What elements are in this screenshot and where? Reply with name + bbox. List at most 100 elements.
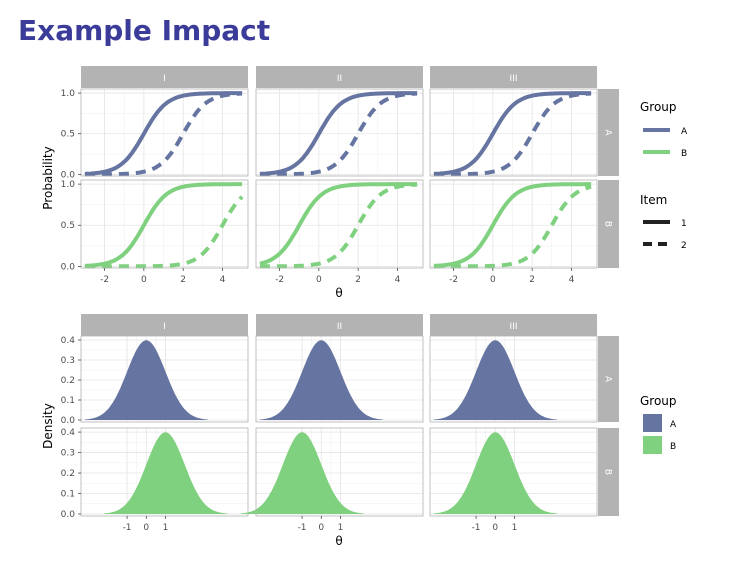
panel-border [429, 335, 598, 423]
x-tick-label: 1 [512, 523, 518, 533]
legend-title-item: Item [640, 193, 667, 207]
facet-label-row: B [603, 469, 613, 475]
facet-strip-col [430, 314, 597, 336]
legend-label-group: B [681, 149, 687, 159]
x-tick-label: 0 [492, 523, 498, 533]
icc-curve-A-III-item1 [433, 91, 592, 176]
x-tick-label: -1 [472, 523, 481, 533]
panel-border [80, 335, 249, 423]
x-tick-label: 2 [180, 275, 186, 285]
icc-curve-A-II-item1 [259, 91, 418, 176]
panel-background [256, 180, 423, 268]
panel-border [255, 427, 424, 517]
facet-label-col: II [337, 322, 342, 332]
panel-border [429, 427, 598, 517]
panel-border [429, 179, 598, 269]
x-tick-label: 0 [141, 275, 147, 285]
facet-strip-col [81, 314, 248, 336]
icc-curve-A-II-item2 [259, 91, 418, 177]
facet-label-col: III [510, 322, 518, 332]
icc-curve-B-I-item2 [84, 195, 244, 269]
y-tick-label: 0.1 [61, 396, 75, 406]
icc-curve-B-II-item2 [259, 182, 418, 269]
y-tick-label: 0.4 [61, 428, 76, 438]
x-tick-label: -2 [275, 275, 284, 285]
y-tick-label: 0.2 [61, 469, 75, 479]
legend-label-item: 2 [681, 241, 687, 251]
panel-border [255, 179, 424, 269]
panel-border [80, 427, 249, 517]
x-tick-label: -1 [298, 523, 307, 533]
x-tick-label: -2 [449, 275, 458, 285]
x-tick-label: 2 [355, 275, 361, 285]
y-axis-title: Density [41, 403, 55, 449]
x-tick-label: 0 [316, 275, 322, 285]
x-axis-title: θ [335, 534, 342, 548]
y-axis-title: Probability [41, 146, 55, 209]
density-area-A-I [84, 340, 208, 420]
panel-background [256, 89, 423, 176]
density-area-A-II [259, 340, 383, 420]
facet-strip-col [430, 66, 597, 88]
legend-title-group: Group [640, 100, 677, 114]
y-tick-label: 0.0 [61, 416, 76, 426]
x-tick-label: 2 [529, 275, 535, 285]
x-tick-label: 4 [395, 275, 401, 285]
panel-border [80, 88, 249, 177]
x-tick-label: 4 [220, 275, 226, 285]
y-tick-label: 0.5 [61, 130, 75, 140]
panel-border [429, 88, 598, 177]
density-area-A-III [433, 340, 557, 420]
icc-curve-A-III-item2 [433, 91, 592, 177]
facet-label-row: B [603, 221, 613, 227]
x-tick-label: 0 [143, 523, 149, 533]
facet-strip-row [598, 428, 619, 516]
density-area-B-II [240, 432, 364, 514]
legend-label-item: 1 [681, 219, 687, 229]
facet-label-col: I [163, 322, 166, 332]
y-tick-label: 0.3 [61, 356, 75, 366]
y-tick-label: 0.1 [61, 489, 75, 499]
x-tick-label: 0 [490, 275, 496, 285]
x-tick-label: 1 [163, 523, 169, 533]
x-tick-label: 4 [569, 275, 575, 285]
legend-label-group: A [681, 127, 688, 137]
x-tick-label: 1 [338, 523, 344, 533]
y-tick-label: 0.0 [61, 510, 76, 520]
x-tick-label: -1 [123, 523, 132, 533]
density-area-B-I [104, 432, 227, 514]
x-axis-title: θ [335, 286, 342, 300]
y-tick-label: 0.4 [61, 336, 76, 346]
y-tick-label: 0.2 [61, 376, 75, 386]
facet-label-col: III [510, 74, 518, 84]
y-tick-label: 1.0 [61, 89, 76, 99]
facet-label-row: A [603, 376, 613, 383]
y-tick-label: 0.3 [61, 449, 75, 459]
icc-curve-B-I-item1 [84, 182, 243, 268]
x-tick-label: 0 [318, 523, 324, 533]
facet-strip-col [256, 314, 423, 336]
legend-key-group-fill [643, 436, 662, 454]
facet-strip-col [81, 66, 248, 88]
icc-curve-B-III-item1 [433, 182, 592, 268]
facet-label-col: II [337, 74, 342, 84]
legend-key-group-fill [643, 414, 662, 432]
facet-strip-col [256, 66, 423, 88]
panel-background [430, 180, 597, 268]
icc-curve-B-III-item2 [433, 184, 592, 269]
panel-border [80, 179, 249, 269]
legend-label-group: A [670, 420, 677, 430]
icc-curve-B-II-item1 [259, 182, 418, 266]
panel-border [255, 335, 424, 423]
icc-curve-A-I-item2 [84, 91, 243, 177]
icc-curve-A-I-item1 [84, 91, 243, 176]
facet-strip-row [598, 180, 619, 268]
panel-border [255, 88, 424, 177]
facet-label-row: A [603, 129, 613, 136]
y-tick-label: 0.5 [61, 221, 75, 231]
facet-strip-row [598, 89, 619, 176]
slide-title: Example Impact [18, 14, 271, 47]
facet-strip-row [598, 336, 619, 422]
facet-label-col: I [163, 74, 166, 84]
